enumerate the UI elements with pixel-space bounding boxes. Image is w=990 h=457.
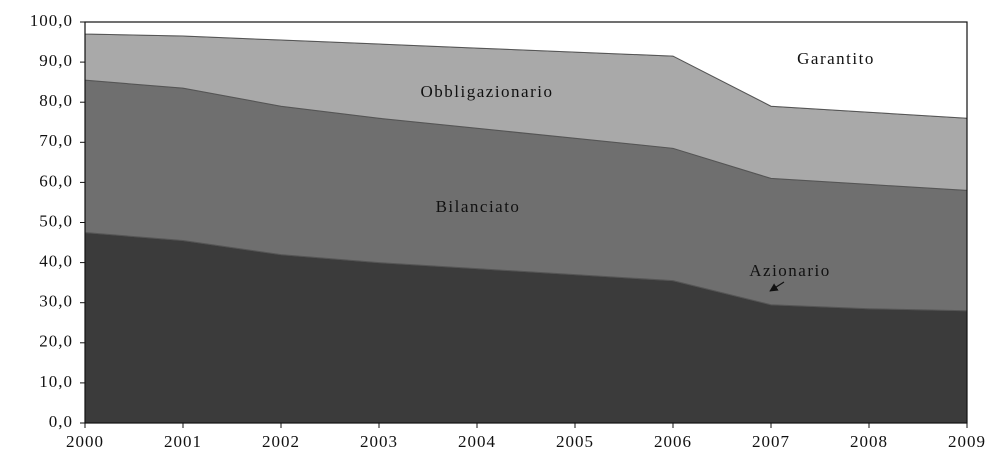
x-tick-label: 2009 — [948, 432, 986, 451]
x-tick-label: 2008 — [850, 432, 888, 451]
x-tick-label: 2000 — [66, 432, 104, 451]
label-arrow — [769, 281, 785, 292]
x-tick-label: 2002 — [262, 432, 300, 451]
series-label: Azionario — [749, 261, 830, 280]
y-tick-label: 20,0 — [39, 332, 73, 351]
series-label: Garantito — [797, 49, 875, 68]
series-label: Obbligazionario — [421, 82, 554, 101]
x-tick-label: 2006 — [654, 432, 692, 451]
x-tick-label: 2007 — [752, 432, 790, 451]
y-tick-label: 30,0 — [39, 292, 73, 311]
x-tick-label: 2001 — [164, 432, 202, 451]
y-tick-label: 60,0 — [39, 171, 73, 190]
x-tick-label: 2005 — [556, 432, 594, 451]
y-tick-label: 40,0 — [39, 252, 73, 271]
y-tick-label: 70,0 — [39, 131, 73, 150]
y-tick-label: 0,0 — [49, 412, 73, 431]
series-label: Bilanciato — [436, 197, 521, 216]
y-tick-label: 80,0 — [39, 91, 73, 110]
y-tick-label: 10,0 — [39, 372, 73, 391]
x-tick-label: 2004 — [458, 432, 496, 451]
x-tick-label: 2003 — [360, 432, 398, 451]
y-tick-label: 100,0 — [30, 11, 73, 30]
y-tick-label: 90,0 — [39, 51, 73, 70]
y-tick-label: 50,0 — [39, 211, 73, 230]
